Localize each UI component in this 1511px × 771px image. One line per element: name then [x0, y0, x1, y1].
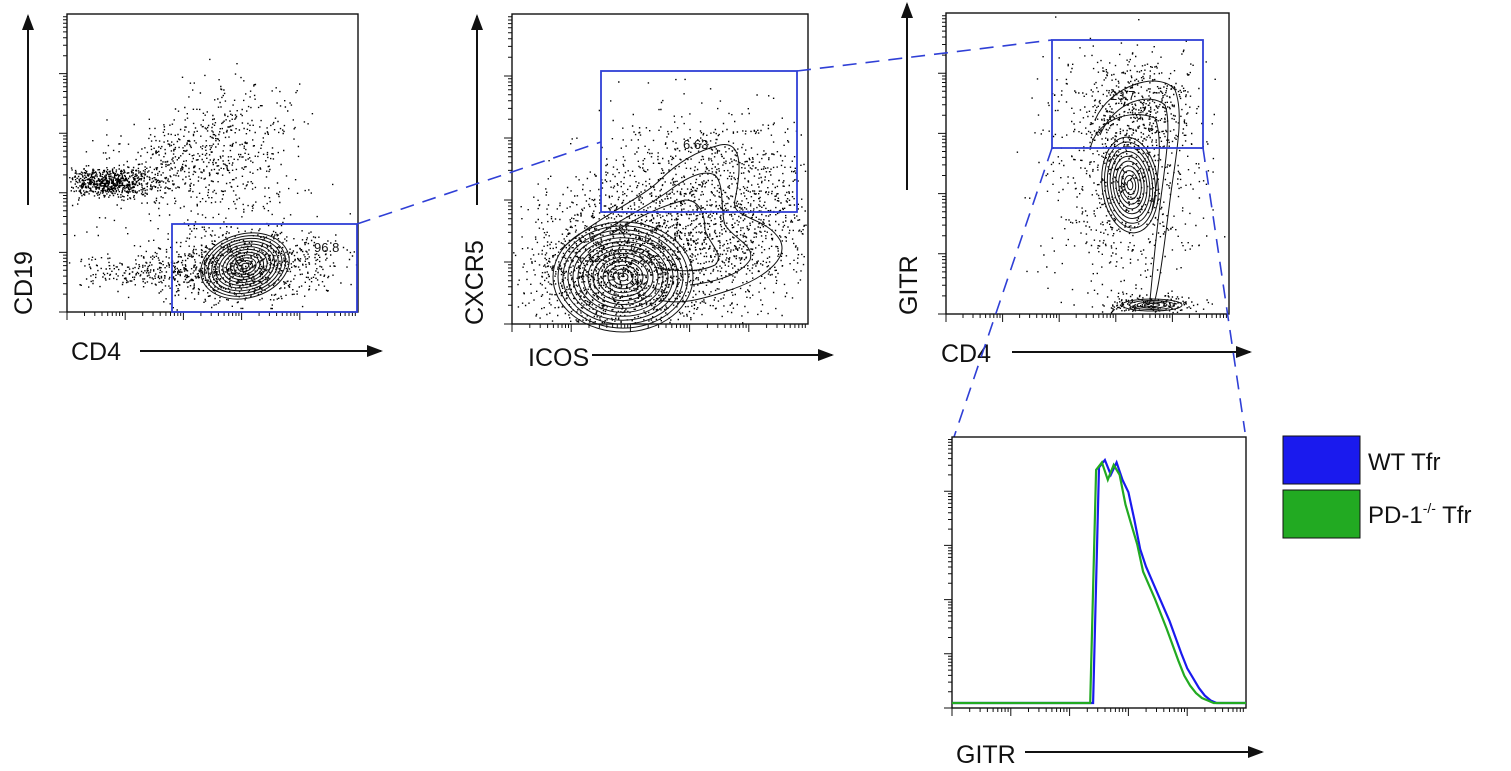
contour-lines	[200, 232, 290, 300]
plot-frame	[511, 13, 809, 325]
legend-label-pd1-name: PD-1	[1368, 502, 1423, 529]
x-axis-label: GITR	[956, 741, 1016, 769]
contour-ring	[226, 251, 264, 281]
panel-cxcr5-vs-icos: 6.63 CXCR5 ICOS	[461, 13, 834, 372]
y-axis-label: CD19	[10, 251, 38, 315]
legend-swatch-pd1	[1282, 489, 1361, 539]
contour-ring	[617, 272, 629, 282]
contour-ring	[215, 243, 275, 289]
contour-ring	[602, 260, 644, 294]
contour-ring	[1115, 160, 1145, 210]
x-axis-label: CD4	[941, 340, 991, 368]
tick-marks	[938, 15, 1227, 322]
contour-lines	[552, 144, 783, 333]
contour-ring	[218, 246, 272, 286]
gate-label: 23.7	[1110, 88, 1135, 103]
legend-label-wt: WT Tfr	[1368, 449, 1440, 476]
y-axis-label: CXCR5	[461, 240, 489, 325]
contour-line	[1089, 114, 1160, 211]
contour-ring	[1136, 301, 1168, 309]
plot-frame	[945, 12, 1230, 315]
contour-ring	[207, 237, 283, 295]
connector-line	[1202, 147, 1246, 433]
gate-rectangle	[171, 223, 358, 313]
contour-ring	[233, 257, 257, 275]
gate-rectangle	[1051, 39, 1204, 149]
contour-ring	[240, 262, 250, 270]
dot-cloud	[68, 58, 358, 311]
event-dots	[68, 58, 358, 311]
contour-ring	[203, 235, 287, 297]
axis-ticks	[59, 16, 356, 320]
series-line-pd1	[952, 460, 1246, 705]
contour-ring	[1109, 151, 1151, 219]
tick-marks	[504, 16, 806, 332]
contour-ring	[557, 225, 689, 329]
gate-connectors	[356, 39, 1246, 438]
contour-ring	[612, 268, 634, 286]
contour-ring	[237, 260, 253, 272]
x-axis-label: ICOS	[528, 344, 589, 372]
contour-line	[589, 172, 752, 286]
contour-ring	[1126, 179, 1134, 191]
tick-marks	[59, 16, 356, 320]
contour-ring	[607, 264, 639, 290]
contour-ring	[552, 221, 694, 333]
contour-ring	[222, 248, 268, 284]
x-axis-label: CD4	[71, 338, 121, 366]
contour-ring	[572, 237, 674, 317]
contour-line	[1094, 80, 1180, 301]
contour-ring	[597, 256, 649, 298]
contour-ring	[577, 241, 669, 313]
contour-line	[559, 144, 783, 303]
panel-gitr-vs-cd4: 23.7 GITR CD4	[895, 2, 1252, 368]
contour-ring	[229, 254, 261, 278]
connector-line	[953, 147, 1053, 438]
panel-gitr-histogram: GITR	[944, 436, 1264, 769]
contour-ring	[1121, 298, 1183, 312]
contour-ring	[1129, 300, 1175, 310]
contour-ring	[200, 232, 290, 300]
axis-ticks	[504, 16, 806, 332]
contour-ring	[1118, 165, 1142, 205]
contour-ring	[1123, 174, 1137, 196]
contour-line	[609, 199, 719, 272]
legend-label-pd1-suffix: Tfr	[1436, 502, 1472, 529]
connector-line	[356, 141, 602, 225]
contour-ring	[1101, 136, 1159, 234]
tick-marks	[944, 439, 1244, 716]
contour-ring	[1144, 303, 1160, 307]
histogram-series	[952, 457, 1246, 705]
contour-ring	[1104, 141, 1156, 229]
contour-ring	[1112, 155, 1148, 215]
gate-rectangle	[600, 70, 798, 213]
gate-label: 96.8	[314, 240, 339, 255]
legend: WT Tfr PD-1-/- Tfr	[1282, 435, 1471, 539]
contour-ring	[1121, 170, 1139, 200]
contour-ring	[592, 252, 654, 302]
contour-ring	[1106, 146, 1154, 224]
y-axis-label: GITR	[895, 255, 923, 315]
contour-ring	[211, 240, 279, 292]
legend-label-pd1: PD-1-/- Tfr	[1368, 500, 1471, 529]
axis-ticks	[938, 15, 1227, 322]
contour-ring	[582, 245, 664, 309]
contour-ring	[567, 233, 679, 321]
gate-label: 6.63	[683, 137, 708, 152]
legend-label-pd1-superscript: -/-	[1423, 500, 1437, 516]
contour-ring	[587, 249, 659, 305]
axis-ticks	[944, 439, 1244, 716]
contour-lines	[1089, 80, 1183, 312]
contour-ring	[562, 229, 684, 325]
connector-line	[796, 39, 1053, 72]
legend-swatch-wt	[1282, 435, 1361, 485]
panel-cd19-vs-cd4: 96.8 CD19 CD4	[10, 13, 383, 366]
